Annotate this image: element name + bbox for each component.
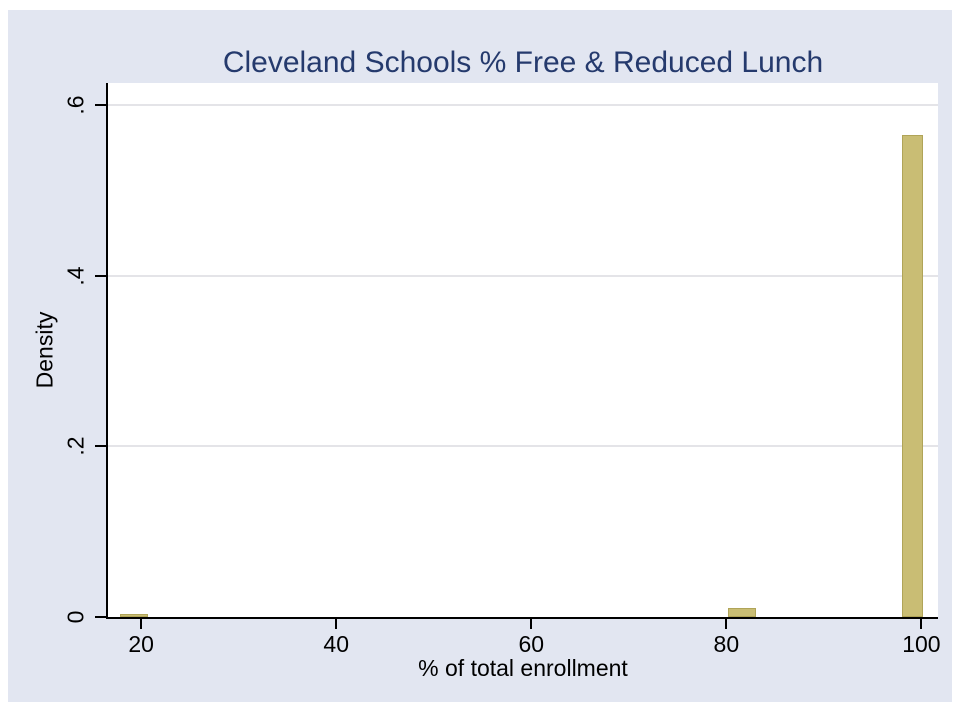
- x-tick-label: 40: [323, 631, 350, 657]
- gridline: [108, 445, 938, 448]
- x-tick-label: 80: [713, 631, 740, 657]
- x-tick-mark: [725, 619, 728, 629]
- x-tick-mark: [140, 619, 143, 629]
- x-axis-title: % of total enrollment: [418, 655, 628, 681]
- histogram-bar: [728, 608, 756, 617]
- x-tick-label: 60: [518, 631, 545, 657]
- y-tick-mark: [95, 616, 106, 618]
- gridline: [108, 104, 938, 107]
- y-tick-label: .2: [62, 436, 89, 456]
- gridline: [108, 274, 938, 277]
- y-tick-label: .6: [62, 95, 89, 115]
- x-tick-mark: [530, 619, 533, 629]
- chart-title: Cleveland Schools % Free & Reduced Lunch: [222, 46, 824, 79]
- y-tick-label: .4: [62, 266, 89, 286]
- x-tick-label: 100: [902, 631, 941, 657]
- x-tick-mark: [335, 619, 338, 629]
- graph-panel: Cleveland Schools % Free & Reduced Lunch…: [8, 10, 952, 702]
- y-tick-label: 0: [62, 610, 89, 624]
- x-axis-line: [106, 617, 938, 619]
- y-tick-mark: [95, 445, 106, 448]
- histogram-bar: [901, 135, 924, 617]
- y-tick-mark: [95, 274, 106, 277]
- plot-area: [108, 83, 938, 617]
- y-axis-line: [106, 83, 108, 619]
- x-tick-mark: [920, 619, 923, 629]
- x-tick-label: 20: [128, 631, 154, 657]
- y-tick-mark: [95, 104, 106, 107]
- y-axis-title: Density: [31, 311, 58, 389]
- histogram-bar: [119, 614, 148, 617]
